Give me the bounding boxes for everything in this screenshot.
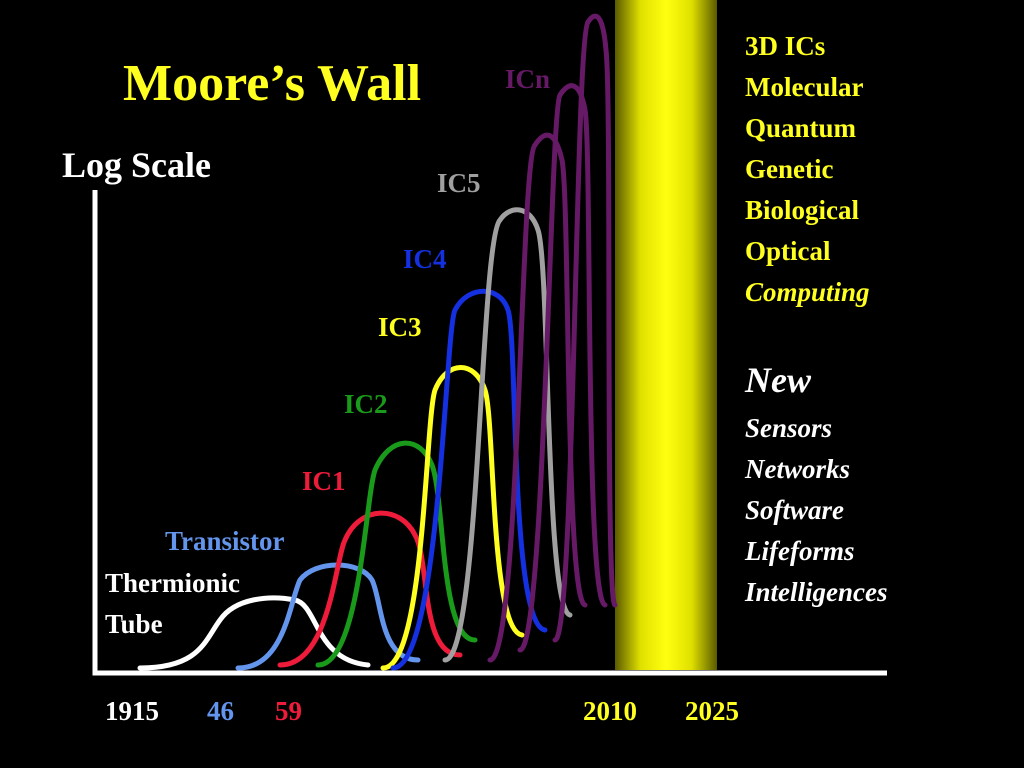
computing-item: Computing bbox=[745, 277, 870, 307]
curve bbox=[517, 83, 608, 653]
curve-label: Thermionic bbox=[105, 568, 240, 598]
year-label: 2010 bbox=[583, 696, 637, 726]
year-label: 46 bbox=[207, 696, 234, 726]
new-item: Intelligences bbox=[744, 577, 888, 607]
wall bbox=[615, 0, 717, 670]
new-item: Lifeforms bbox=[744, 536, 854, 566]
curve-label: Transistor bbox=[165, 526, 285, 556]
year-labels: 1915 46 59 2010 2025 bbox=[105, 696, 739, 726]
curve bbox=[235, 562, 421, 671]
curve-labels: ICn IC5 IC4 IC3 IC2 IC1 Transistor Therm… bbox=[105, 64, 550, 639]
computing-list: 3D ICs Molecular Quantum Genetic Biological O… bbox=[745, 31, 870, 307]
new-item: Networks bbox=[744, 454, 850, 484]
computing-item: 3D ICs bbox=[745, 31, 825, 61]
curve-label: IC4 bbox=[403, 244, 447, 274]
curve bbox=[277, 510, 463, 668]
year-label: 1915 bbox=[105, 696, 159, 726]
axes bbox=[92, 190, 887, 676]
curve bbox=[137, 595, 371, 671]
year-label: 59 bbox=[275, 696, 302, 726]
computing-item: Genetic bbox=[745, 154, 833, 184]
axis-label: Log Scale bbox=[62, 145, 211, 185]
new-item: Software bbox=[745, 495, 844, 525]
curve bbox=[552, 13, 618, 643]
new-list: New Sensors Networks Software Lifeforms Intel… bbox=[744, 360, 888, 607]
curve-label: Tube bbox=[105, 609, 163, 639]
curve-label: ICn bbox=[505, 64, 550, 94]
computing-item: Quantum bbox=[745, 113, 857, 143]
curve bbox=[390, 288, 548, 671]
title: Moore’s Wall bbox=[123, 55, 421, 112]
year-label: 2025 bbox=[685, 696, 739, 726]
curve-label: IC3 bbox=[378, 312, 422, 342]
computing-item: Optical bbox=[745, 236, 831, 266]
curve-label: IC5 bbox=[437, 168, 481, 198]
computing-item: Biological bbox=[745, 195, 859, 225]
curve-label: IC2 bbox=[344, 389, 388, 419]
computing-item: Molecular bbox=[745, 72, 863, 102]
curve bbox=[380, 365, 525, 671]
curve bbox=[442, 207, 573, 663]
curve bbox=[315, 440, 478, 668]
new-item: Sensors bbox=[745, 413, 832, 443]
curve-label: IC1 bbox=[302, 466, 346, 496]
curves bbox=[137, 13, 618, 671]
new-heading: New bbox=[744, 360, 812, 400]
